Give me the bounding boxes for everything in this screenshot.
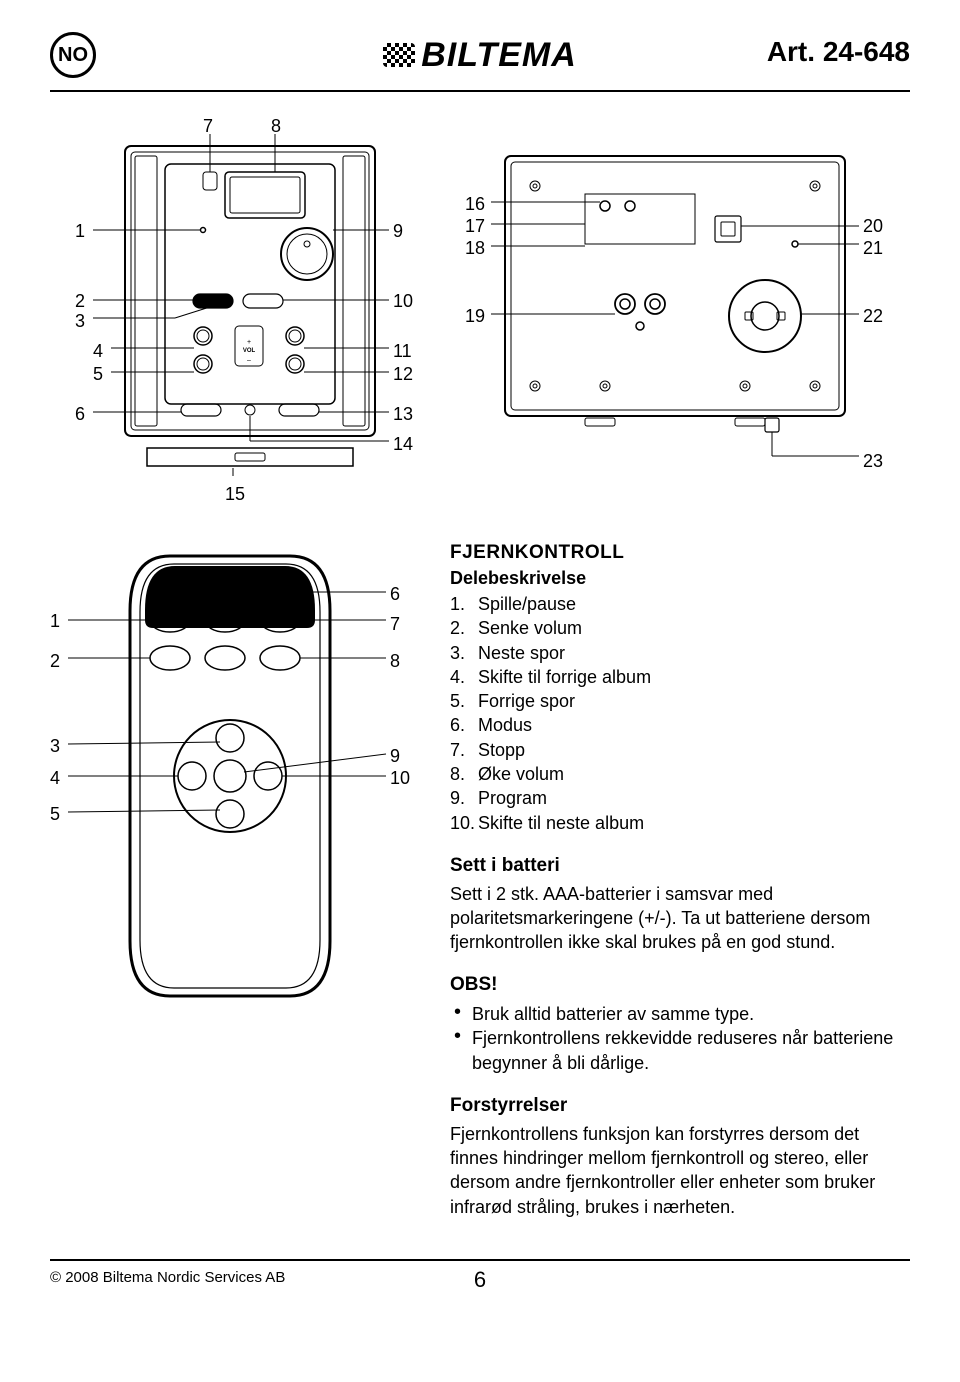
callout-number: 16 [465,194,485,215]
obs-list: Bruk alltid batterier av samme type.Fjer… [450,1002,910,1075]
callout-number: 8 [390,651,400,672]
parts-list-item: Stopp [450,738,910,762]
callout-number: 11 [393,341,412,362]
parts-subhead: Delebeskrivelse [450,566,910,590]
callout-number: 15 [225,484,245,505]
brand-text: BILTEMA [421,36,577,75]
callout-number: 9 [390,746,400,767]
brand-logo: BILTEMA [383,36,577,75]
parts-list-item: Modus [450,713,910,737]
callout-number: 10 [390,768,410,789]
callout-number: 19 [465,306,485,327]
instruction-text: FJERNKONTROLL Delebeskrivelse Spille/pau… [450,536,910,1219]
callout-number: 5 [50,804,60,825]
parts-list-item: Senke volum [450,616,910,640]
parts-list-item: Spille/pause [450,592,910,616]
language-badge: NO [50,32,96,78]
callout-number: 7 [390,614,400,635]
page-footer: © 2008 Biltema Nordic Services AB 6 [50,1259,910,1286]
header-divider [50,90,910,92]
obs-heading: OBS! [450,972,910,998]
callout-number: 1 [50,611,60,632]
page-header: NO BILTEMA Art. 24-648 [50,30,910,80]
back-view-diagram: 161718 19 2021 22 23 [465,116,885,476]
svg-text:VOL: VOL [243,348,256,354]
remote-heading: FJERNKONTROLL [450,540,910,566]
callout-number: 6 [390,584,400,605]
article-number: Art. 24-648 [767,36,910,68]
checker-icon [383,43,415,67]
callout-number: 5 [93,364,103,385]
callout-number: 4 [50,768,60,789]
battery-heading: Sett i batteri [450,853,910,879]
callout-number: 8 [271,116,281,137]
callout-number: 14 [393,434,413,455]
parts-list-item: Øke volum [450,762,910,786]
callout-number: 13 [393,404,413,425]
page-number: 6 [474,1267,486,1293]
callout-number: 23 [863,451,883,472]
callout-number: 22 [863,306,883,327]
callout-number: 3 [75,311,85,332]
callout-number: 21 [863,238,883,259]
obs-list-item: Fjernkontrollens rekkevidde reduseres nå… [450,1026,910,1075]
battery-text: Sett i 2 stk. AAA-batterier i samsvar me… [450,882,910,955]
callout-number: 3 [50,736,60,757]
svg-text:+: + [247,339,251,346]
callout-number: 12 [393,364,413,385]
obs-list-item: Bruk alltid batterier av samme type. [450,1002,910,1026]
callout-number: 20 [863,216,883,237]
parts-list-item: Skifte til forrige album [450,665,910,689]
svg-text:–: – [247,357,251,364]
parts-list: Spille/pauseSenke volumNeste sporSkifte … [450,592,910,835]
callout-number: 2 [75,291,85,312]
callout-number: 7 [203,116,213,137]
parts-list-item: Program [450,786,910,810]
callout-number: 10 [393,291,413,312]
callout-number: 4 [93,341,103,362]
callout-number: 17 [465,216,485,237]
callout-number: 1 [75,221,85,242]
callout-number: 9 [393,221,403,242]
remote-diagram: 1 2 3 4 5 6 7 8 910 [50,536,410,1016]
disturbance-heading: Forstyrrelser [450,1093,910,1119]
disturbance-text: Fjernkontrollens funksjon kan forstyrres… [450,1122,910,1219]
parts-list-item: Neste spor [450,641,910,665]
callout-number: 18 [465,238,485,259]
copyright-text: © 2008 Biltema Nordic Services AB [50,1269,285,1286]
parts-list-item: Forrige spor [450,689,910,713]
callout-number: 2 [50,651,60,672]
parts-list-item: Skifte til neste album [450,811,910,835]
front-view-diagram: +VOL– 781234569101112131415 [75,116,415,506]
callout-number: 6 [75,404,85,425]
